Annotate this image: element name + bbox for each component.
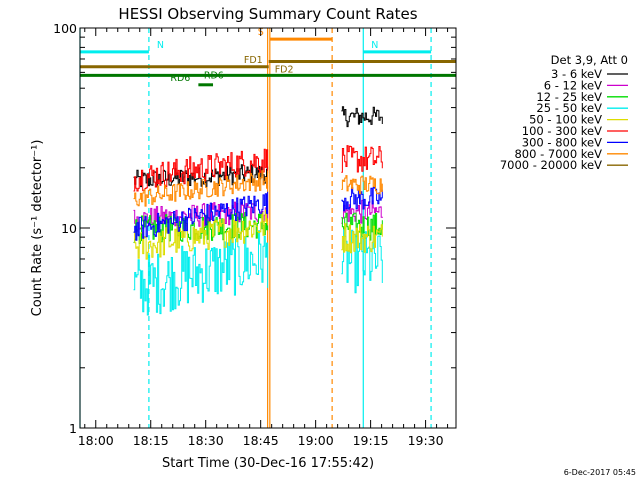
legend-label-5: 100 - 300 keV bbox=[522, 124, 602, 138]
series-line-800-7000-kev bbox=[133, 170, 383, 207]
flag-label-n-1: N bbox=[371, 40, 378, 51]
flag-bars: NNSFD1FD2RD6RD6 bbox=[80, 27, 456, 87]
data-series-group bbox=[133, 106, 383, 316]
series-line-100-300-kev bbox=[133, 145, 383, 192]
footer-timestamp: 6-Dec-2017 05:45 bbox=[564, 468, 636, 477]
legend-label-0: 3 - 6 keV bbox=[551, 67, 602, 81]
flag-label-rd6-6: RD6 bbox=[170, 73, 190, 84]
flag-label-n-0: N bbox=[157, 40, 164, 51]
series-line-50-100-kev bbox=[133, 209, 383, 260]
legend-label-6: 300 - 800 keV bbox=[522, 135, 602, 149]
flag-label-fd2-4: FD2 bbox=[275, 64, 294, 75]
x-tick-label-2: 18:30 bbox=[188, 433, 224, 448]
x-tick-label-0: 18:00 bbox=[78, 433, 114, 448]
x-tick-label-4: 19:00 bbox=[298, 433, 334, 448]
y-tick-label-1: 10 bbox=[61, 221, 77, 236]
flag-label-fd1-3: FD1 bbox=[244, 55, 263, 66]
y-tick-label-2: 100 bbox=[53, 21, 77, 36]
axes: 18:00 18:15 18:30 18:45 19:00 19:15 19:30 1 10 10… bbox=[53, 21, 457, 448]
y-axis-label: Count Rate (s⁻¹ detector⁻¹) bbox=[30, 140, 45, 317]
legend-label-3: 25 - 50 keV bbox=[536, 101, 602, 115]
legend-title: Det 3,9, Att 0 bbox=[551, 53, 628, 67]
legend-label-1: 6 - 12 keV bbox=[544, 78, 602, 92]
legend-label-8: 7000 - 20000 keV bbox=[500, 158, 602, 172]
y-tick-label-0: 1 bbox=[69, 421, 77, 436]
x-axis-label: Start Time (30-Dec-16 17:55:42) bbox=[162, 456, 374, 471]
legend-label-4: 50 - 100 keV bbox=[529, 113, 602, 127]
x-tick-label-3: 18:45 bbox=[243, 433, 279, 448]
flag-label-rd6-5: RD6 bbox=[204, 70, 224, 81]
x-tick-label-1: 18:15 bbox=[133, 433, 169, 448]
legend-label-2: 12 - 25 keV bbox=[536, 90, 602, 104]
x-tick-label-5: 19:15 bbox=[353, 433, 389, 448]
legend-label-7: 800 - 7000 keV bbox=[514, 147, 602, 161]
chart-title: HESSI Observing Summary Count Rates bbox=[118, 5, 417, 23]
x-tick-label-6: 19:30 bbox=[408, 433, 444, 448]
